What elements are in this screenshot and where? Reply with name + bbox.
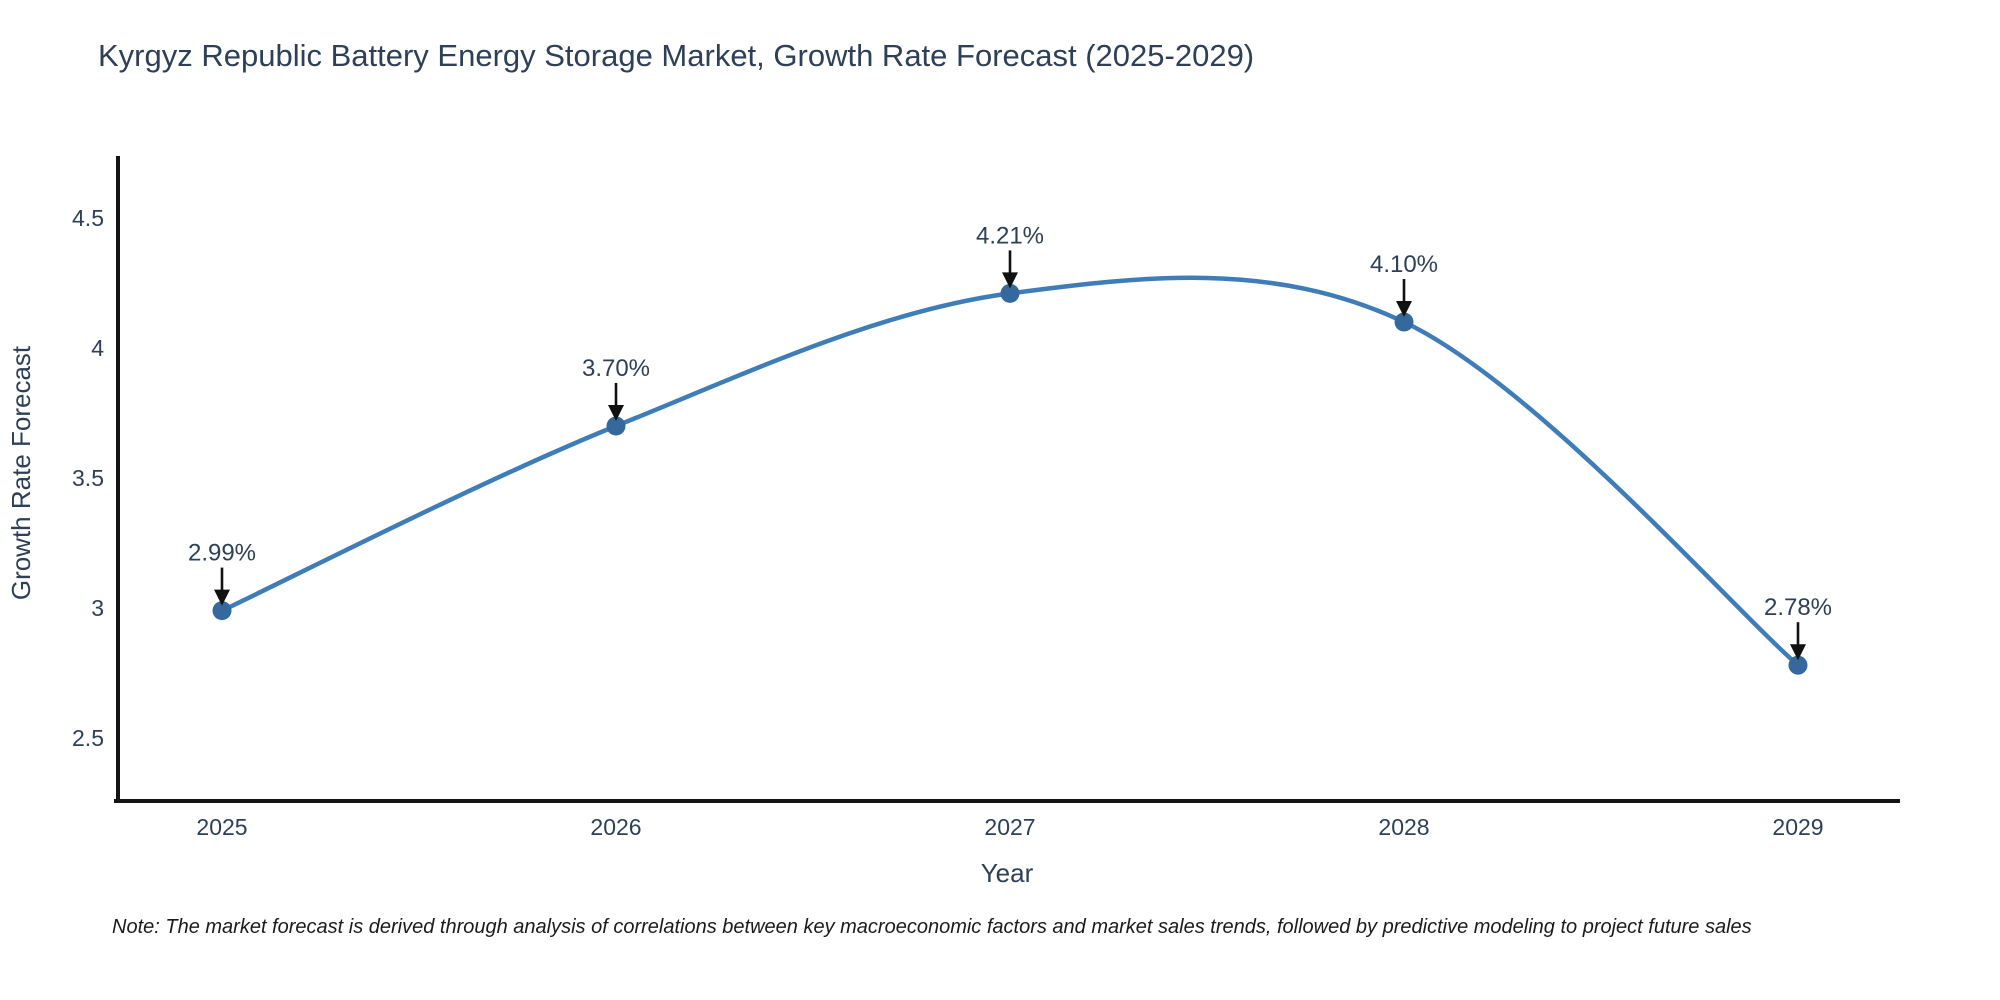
x-tick-label: 2025: [196, 814, 247, 840]
x-tick-label: 2029: [1772, 814, 1823, 840]
annotation-arrowhead: [1790, 644, 1806, 661]
y-tick-label: 3: [91, 595, 104, 621]
y-axis-title: Growth Rate Forecast: [6, 345, 36, 600]
x-axis-title: Year: [981, 858, 1034, 888]
data-point-markers: [212, 283, 1808, 675]
annotation-arrowhead: [608, 405, 624, 421]
x-tick-label: 2027: [984, 814, 1035, 840]
data-point-marker: [1000, 283, 1020, 303]
tick-labels: 4.5 4 3.5 3 2.5 2025 2026 2027 2028 2029: [72, 205, 1824, 840]
y-tick-label: 2.5: [72, 725, 104, 751]
line-path: [219, 275, 1801, 668]
data-point-marker: [1788, 655, 1808, 675]
x-tick-label: 2028: [1378, 814, 1429, 840]
y-tick-label: 3.5: [72, 465, 104, 491]
annotation-arrowhead: [1002, 272, 1018, 289]
data-point-label: 3.70%: [582, 355, 650, 382]
data-point-marker: [606, 416, 626, 436]
data-point-marker: [1394, 312, 1414, 332]
chart-title: Kyrgyz Republic Battery Energy Storage M…: [98, 38, 1255, 73]
axes: [114, 156, 1900, 803]
annotation-arrowhead: [1396, 301, 1412, 317]
figure-note: Note: The market forecast is derived thr…: [112, 916, 1752, 938]
data-point-label: 4.21%: [976, 222, 1044, 249]
y-tick-label: 4.5: [72, 205, 104, 231]
data-point-label: 2.99%: [188, 540, 256, 567]
annotations: 2.99% 3.70% 4.21% 4.10% 2.78%: [188, 222, 1832, 661]
annotation-arrowhead: [214, 589, 230, 606]
y-tick-label: 4: [91, 335, 104, 361]
data-point-label: 4.10%: [1370, 251, 1438, 278]
data-point-label: 2.78%: [1764, 594, 1832, 621]
data-point-marker: [212, 601, 232, 621]
x-tick-label: 2026: [590, 814, 641, 840]
